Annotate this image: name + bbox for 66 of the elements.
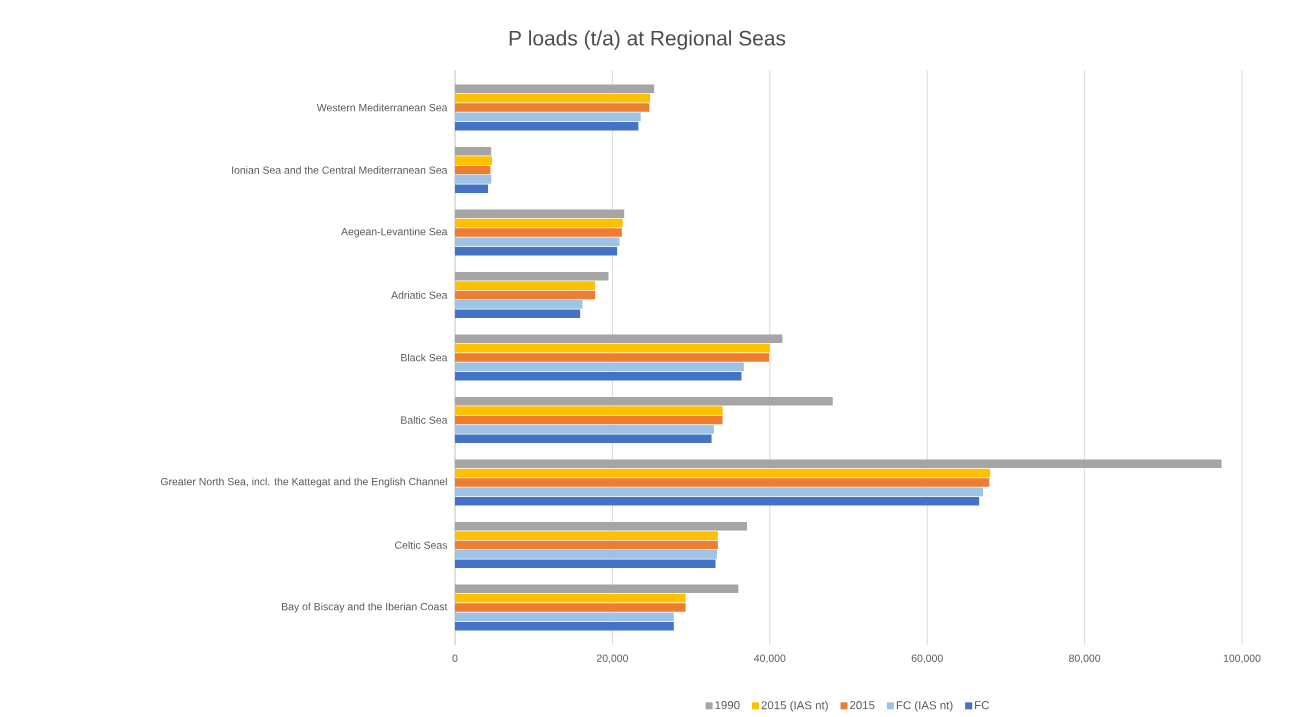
- bar: [455, 228, 622, 237]
- bar: [455, 112, 641, 122]
- bar: [455, 459, 1222, 469]
- bar: [455, 103, 650, 112]
- bar: [455, 406, 723, 415]
- bar: [455, 93, 651, 103]
- bar: [455, 362, 744, 372]
- bar: [455, 415, 723, 425]
- y-tick-label: Celtic Seas: [395, 541, 448, 549]
- x-tick-label: 0: [452, 654, 458, 662]
- bar: [455, 593, 686, 603]
- bar: [455, 521, 747, 531]
- bar: [455, 175, 492, 184]
- bar: [455, 621, 674, 631]
- bar: [455, 603, 686, 612]
- bar: [455, 371, 742, 381]
- bar: [455, 468, 991, 478]
- y-tick-label: Black Sea: [401, 353, 448, 362]
- bar: [455, 487, 984, 497]
- bar: [455, 396, 833, 406]
- legend-label: 2015 (IAS nt): [761, 700, 828, 712]
- chart-title: P loads (t/a) at Regional Seas: [509, 30, 786, 50]
- bar: [455, 612, 674, 622]
- x-tick-label: 100,000: [1223, 654, 1261, 664]
- legend-label: 2015: [850, 701, 875, 710]
- x-tick-label: 20,000: [596, 654, 628, 664]
- y-tick-label: Bay of Biscay and the Iberian Coast: [282, 602, 448, 613]
- bar: [455, 334, 783, 344]
- bar: [455, 146, 492, 156]
- legend-label: FC (IAS nt): [896, 700, 953, 712]
- x-tick-label: 60,000: [911, 654, 943, 664]
- y-tick-label: Aegean-Levantine Sea: [341, 227, 448, 238]
- bar: [455, 84, 655, 94]
- y-tick-label: Adriatic Sea: [391, 291, 448, 299]
- bar: [455, 478, 990, 487]
- x-tick-label: 80,000: [1069, 654, 1101, 664]
- bar: [455, 309, 581, 319]
- bar: [455, 550, 718, 559]
- bar: [455, 165, 491, 175]
- legend-label: FC: [975, 701, 989, 710]
- bar: [455, 343, 770, 353]
- bar: [455, 540, 718, 550]
- bar: [455, 271, 609, 281]
- bar: [455, 184, 489, 194]
- bar: [455, 290, 596, 300]
- bar: [455, 584, 739, 594]
- bar: [455, 353, 770, 362]
- bar: [455, 559, 716, 569]
- y-tick-label: Ionian Sea and the Central Mediterranean Sea: [232, 166, 448, 174]
- y-tick-label: Western Mediterranean Sea: [316, 103, 448, 112]
- bar: [455, 531, 718, 540]
- bar: [455, 209, 625, 219]
- bar: [455, 300, 583, 309]
- bar: [455, 121, 639, 131]
- bar: [455, 237, 620, 247]
- legend-label: 1990: [715, 701, 740, 710]
- y-tick-label: Greater North Sea, incl. the Kattegat and the English Channel: [160, 477, 447, 488]
- bar: [455, 434, 712, 444]
- bar: [455, 156, 492, 165]
- x-tick-label: 40,000: [754, 654, 786, 664]
- y-tick-label: Baltic Sea: [401, 416, 448, 424]
- bar: [455, 425, 714, 434]
- bar: [455, 496, 980, 506]
- bar: [455, 281, 596, 290]
- bar: [455, 246, 618, 256]
- bar: [455, 218, 623, 228]
